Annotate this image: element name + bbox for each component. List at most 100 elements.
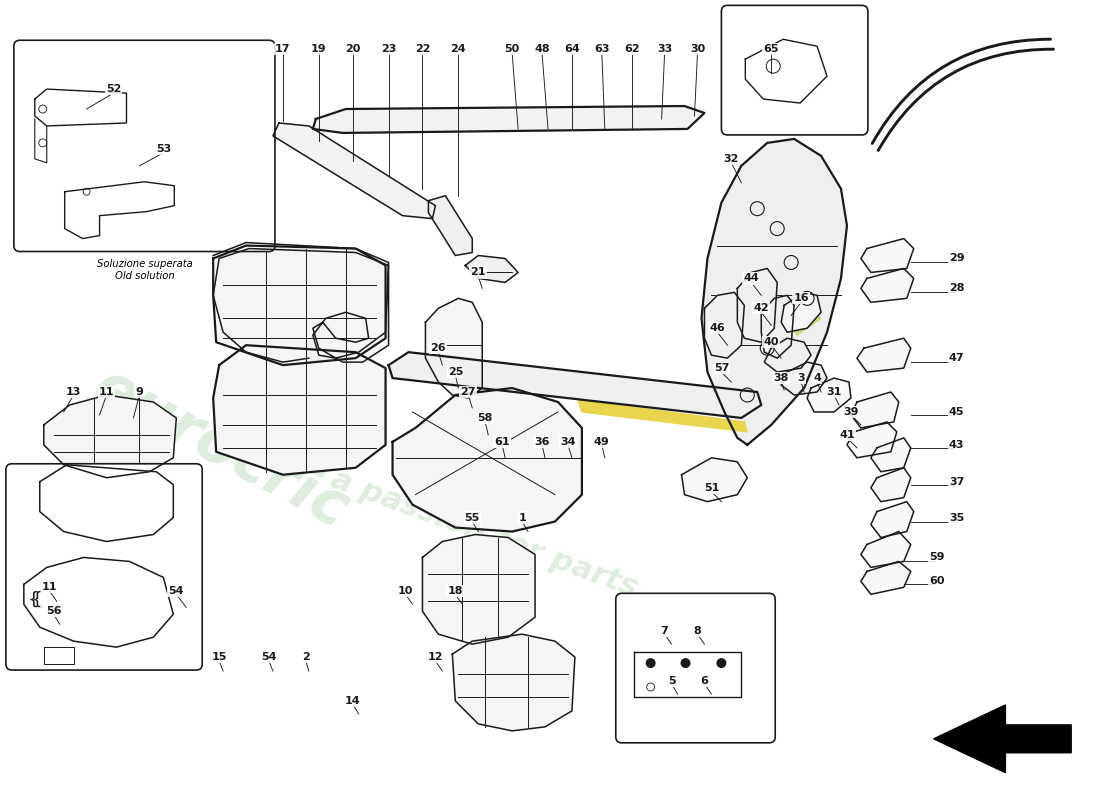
- Text: 44: 44: [744, 274, 759, 283]
- Text: 1: 1: [518, 513, 526, 522]
- Text: 5: 5: [668, 676, 675, 686]
- Text: 33: 33: [657, 44, 672, 54]
- Text: 26: 26: [430, 343, 447, 353]
- Polygon shape: [426, 298, 482, 398]
- Text: eurocric: eurocric: [84, 358, 359, 542]
- Text: 25: 25: [448, 367, 463, 377]
- Text: 54: 54: [168, 586, 184, 596]
- Text: 51: 51: [704, 482, 719, 493]
- Polygon shape: [702, 139, 847, 445]
- Polygon shape: [682, 458, 747, 502]
- Text: 4: 4: [813, 373, 821, 383]
- Polygon shape: [273, 123, 436, 218]
- Text: 16: 16: [793, 294, 808, 303]
- Text: 55: 55: [464, 513, 480, 522]
- Text: 29: 29: [949, 254, 965, 263]
- Polygon shape: [781, 292, 821, 332]
- Circle shape: [716, 658, 726, 668]
- Polygon shape: [704, 292, 745, 358]
- Text: {: {: [32, 590, 42, 608]
- Polygon shape: [788, 312, 821, 335]
- Text: 15: 15: [211, 652, 227, 662]
- Polygon shape: [35, 89, 127, 126]
- Text: 53: 53: [156, 144, 170, 154]
- Polygon shape: [44, 395, 176, 478]
- Text: 37: 37: [949, 477, 965, 486]
- Polygon shape: [847, 422, 896, 458]
- Text: 9: 9: [135, 387, 143, 397]
- Polygon shape: [428, 196, 472, 255]
- Polygon shape: [40, 465, 174, 542]
- Text: 20: 20: [345, 44, 361, 54]
- Polygon shape: [422, 534, 535, 644]
- Text: 2: 2: [302, 652, 310, 662]
- Polygon shape: [213, 242, 388, 362]
- Text: 23: 23: [381, 44, 396, 54]
- Polygon shape: [213, 246, 386, 365]
- Polygon shape: [871, 468, 911, 502]
- Text: 42: 42: [754, 303, 769, 314]
- Text: a passion for parts...: a passion for parts...: [327, 465, 673, 614]
- Text: 18: 18: [448, 586, 463, 596]
- Text: 12: 12: [428, 652, 443, 662]
- Polygon shape: [737, 269, 778, 342]
- Polygon shape: [213, 345, 386, 474]
- Text: 61: 61: [494, 437, 510, 447]
- Text: 50: 50: [505, 44, 520, 54]
- FancyBboxPatch shape: [14, 40, 275, 251]
- Text: 8: 8: [694, 626, 702, 636]
- Polygon shape: [857, 338, 911, 372]
- Circle shape: [646, 658, 656, 668]
- Polygon shape: [312, 106, 704, 133]
- Text: 31: 31: [826, 387, 842, 397]
- Text: 30: 30: [690, 44, 705, 54]
- Text: 38: 38: [773, 373, 789, 383]
- Polygon shape: [807, 378, 851, 412]
- Text: 41: 41: [839, 430, 855, 440]
- Polygon shape: [934, 705, 1071, 773]
- Text: 17: 17: [275, 44, 290, 54]
- FancyBboxPatch shape: [722, 6, 868, 135]
- Text: 24: 24: [451, 44, 466, 54]
- Text: 6: 6: [701, 676, 708, 686]
- Text: 48: 48: [535, 44, 550, 54]
- Text: 64: 64: [564, 44, 580, 54]
- Text: 7: 7: [661, 626, 669, 636]
- Text: 43: 43: [949, 440, 965, 450]
- Text: 11: 11: [42, 582, 57, 592]
- Text: 56: 56: [46, 606, 62, 616]
- FancyBboxPatch shape: [616, 594, 776, 743]
- Polygon shape: [452, 634, 575, 731]
- Text: 35: 35: [949, 513, 965, 522]
- Text: 14: 14: [345, 696, 361, 706]
- Text: 32: 32: [724, 154, 739, 164]
- Text: 57: 57: [714, 363, 729, 373]
- Polygon shape: [393, 388, 582, 531]
- Text: 58: 58: [477, 413, 493, 423]
- Text: 45: 45: [949, 407, 965, 417]
- Polygon shape: [44, 647, 74, 664]
- Polygon shape: [871, 502, 914, 538]
- Text: 60: 60: [928, 576, 945, 586]
- Text: {: {: [28, 590, 40, 608]
- Text: 62: 62: [624, 44, 639, 54]
- Text: 65: 65: [763, 44, 779, 54]
- Text: 28: 28: [949, 283, 965, 294]
- Text: 36: 36: [535, 437, 550, 447]
- Polygon shape: [871, 438, 911, 472]
- Text: 46: 46: [710, 323, 725, 334]
- Text: 59: 59: [928, 553, 945, 562]
- Polygon shape: [761, 295, 794, 358]
- Text: 54: 54: [261, 652, 277, 662]
- Text: Soluzione superata
Old solution: Soluzione superata Old solution: [97, 259, 192, 281]
- Text: 63: 63: [594, 44, 609, 54]
- Polygon shape: [35, 119, 47, 163]
- Polygon shape: [388, 352, 761, 418]
- Text: 13: 13: [66, 387, 81, 397]
- Polygon shape: [764, 338, 811, 372]
- Text: 34: 34: [560, 437, 575, 447]
- Text: 47: 47: [949, 353, 965, 363]
- Polygon shape: [861, 238, 914, 273]
- FancyBboxPatch shape: [6, 464, 202, 670]
- Text: 22: 22: [415, 44, 430, 54]
